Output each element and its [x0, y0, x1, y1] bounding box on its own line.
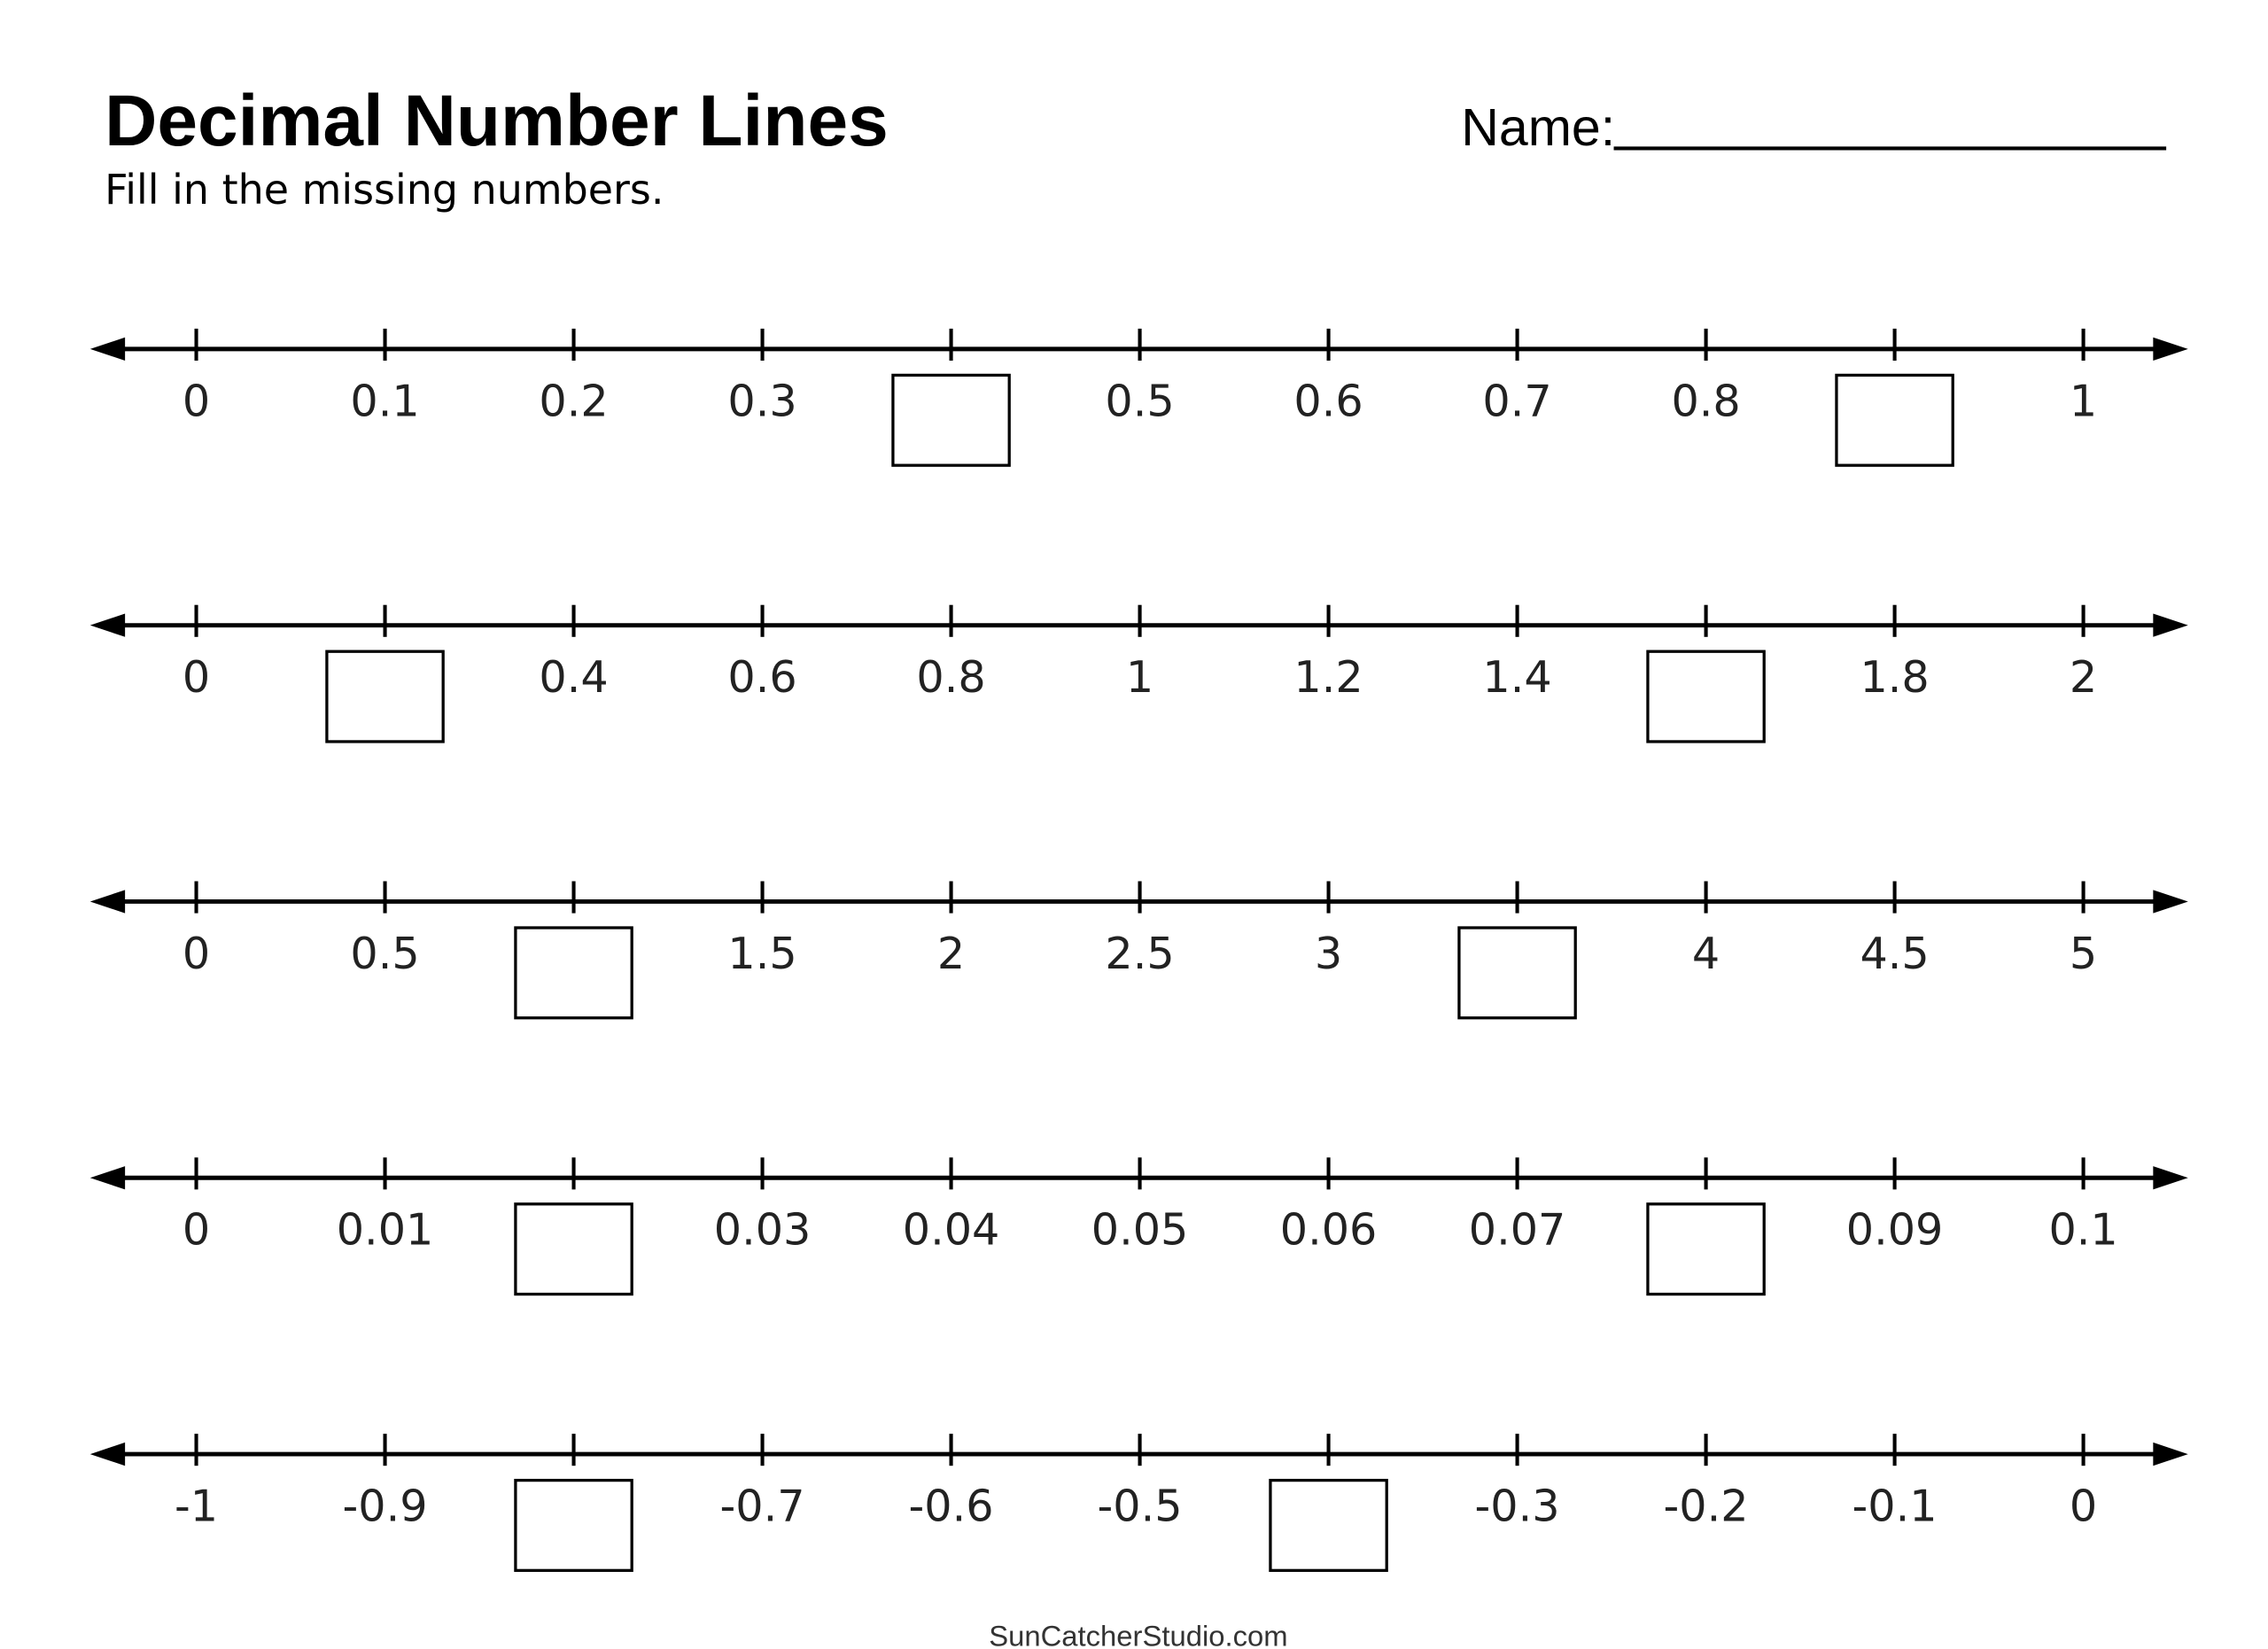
arrow-right — [2153, 337, 2188, 362]
tick-label: 0.03 — [714, 1204, 812, 1256]
tick-label: 3 — [1315, 928, 1342, 979]
arrow-left — [89, 613, 126, 637]
answer-box — [514, 1202, 633, 1296]
tick-label: 0.6 — [1293, 375, 1363, 426]
tick-label: 0.01 — [337, 1204, 434, 1256]
tick-label: 1.2 — [1293, 651, 1363, 703]
tick-label: -0.9 — [343, 1481, 428, 1532]
answer-box — [891, 373, 1011, 467]
name-label: Name: — [1461, 98, 1615, 157]
tick-label: 0.05 — [1091, 1204, 1189, 1256]
tick-label: 0.6 — [727, 651, 796, 703]
tick-label: 1.4 — [1482, 651, 1551, 703]
tick-label: 1.5 — [727, 928, 796, 979]
tick-label: 0 — [183, 928, 210, 979]
tick-label: 1 — [1126, 651, 1153, 703]
answer-box — [1457, 926, 1577, 1020]
arrow-left — [89, 890, 126, 914]
tick-label: 0 — [183, 651, 210, 703]
tick-label: 5 — [2070, 928, 2097, 979]
tick-label: 0.04 — [903, 1204, 1000, 1256]
answer-box — [514, 1478, 633, 1572]
arrow-right — [2153, 890, 2188, 914]
footer: SunCatcherStudio.com — [989, 1620, 1287, 1649]
tick-label: 0 — [2070, 1481, 2097, 1532]
tick-label: 0.7 — [1482, 375, 1551, 426]
tick-label: 0.1 — [350, 375, 419, 426]
arrow-left — [89, 1442, 126, 1466]
tick-label: 0 — [183, 1204, 210, 1256]
tick-label: 0.07 — [1469, 1204, 1566, 1256]
tick-label: 4 — [1692, 928, 1720, 979]
tick-label: 2 — [2070, 651, 2097, 703]
tick-label: 2.5 — [1105, 928, 1174, 979]
tick-label: -1 — [175, 1481, 218, 1532]
answer-box — [325, 649, 445, 743]
arrow-left — [89, 337, 126, 362]
arrow-left — [89, 1166, 126, 1190]
tick-label: 0.5 — [1105, 375, 1174, 426]
tick-label: 2 — [937, 928, 965, 979]
tick-label: 0.8 — [916, 651, 985, 703]
tick-label: 0.06 — [1280, 1204, 1378, 1256]
answer-box — [1646, 1202, 1766, 1296]
tick-label: -0.2 — [1664, 1481, 1749, 1532]
answer-box — [514, 926, 633, 1020]
tick-label: 0.3 — [727, 375, 796, 426]
subtitle: Fill in the missing numbers. — [105, 166, 664, 214]
answer-box — [1835, 373, 1954, 467]
tick-label: 1 — [2070, 375, 2097, 426]
arrow-right — [2153, 1166, 2188, 1190]
tick-label: -0.1 — [1852, 1481, 1938, 1532]
tick-label: -0.5 — [1098, 1481, 1183, 1532]
tick-label: 0.4 — [539, 651, 608, 703]
answer-box — [1269, 1478, 1388, 1572]
arrow-right — [2153, 613, 2188, 637]
tick-label: 0.5 — [350, 928, 419, 979]
tick-label: -0.3 — [1475, 1481, 1560, 1532]
tick-label: 0.8 — [1671, 375, 1740, 426]
arrow-right — [2153, 1442, 2188, 1466]
tick-label: 0.09 — [1846, 1204, 1944, 1256]
tick-label: 4.5 — [1860, 928, 1929, 979]
answer-box — [1646, 649, 1766, 743]
tick-label: 0 — [183, 375, 210, 426]
tick-label: -0.6 — [909, 1481, 994, 1532]
tick-label: 0.2 — [539, 375, 608, 426]
tick-label: 1.8 — [1860, 651, 1929, 703]
title: Decimal Number Lines — [105, 81, 889, 161]
tick-label: 0.1 — [2048, 1204, 2117, 1256]
tick-label: -0.7 — [720, 1481, 805, 1532]
